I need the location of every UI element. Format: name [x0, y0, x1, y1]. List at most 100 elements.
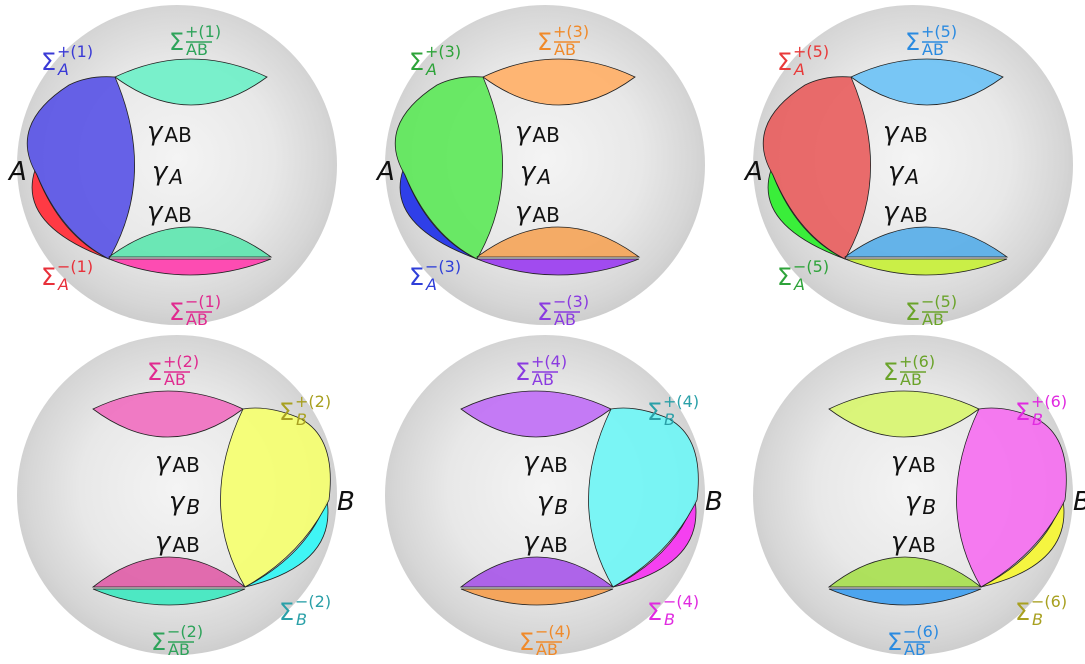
sigma-bottom-sup: −(2) — [167, 622, 203, 641]
sigma-top-sub: AB — [164, 370, 186, 389]
panel-2: γ ABγ ABγ AAΣ +(3)ABΣ −(3)ABΣ +(3)AΣ −(3)A — [375, 5, 705, 329]
sigma-region-bottom-sub: A — [425, 275, 437, 294]
bottom-lens — [827, 556, 983, 588]
sigma-region-bottom-letter: Σ — [1015, 598, 1030, 626]
sigma-top-sub: AB — [900, 370, 922, 389]
sigma-bottom-letter: Σ — [537, 298, 552, 326]
bottom-lens — [843, 226, 1009, 258]
sigma-region-top-letter: Σ — [409, 48, 424, 76]
mid-label-top: γ AB — [883, 117, 928, 147]
sigma-region-top: Σ — [777, 48, 792, 76]
sigma-bottom: Σ — [905, 298, 920, 326]
sigma-top: Σ — [169, 28, 184, 56]
mid-label-bottom: γ AB — [147, 197, 192, 227]
region-letter: B — [337, 487, 355, 517]
sigma-bottom-letter: Σ — [151, 628, 166, 656]
mid-label-top-sub: AB — [900, 123, 927, 147]
sigma-bottom: Σ — [169, 298, 184, 326]
sigma-region-bottom: Σ — [41, 263, 56, 291]
sigma-top: Σ — [147, 358, 162, 386]
sigma-region-top-sup: +(2) — [295, 392, 331, 411]
mid-label-top-gamma: γ — [155, 447, 172, 477]
mid-label-top-gamma: γ — [515, 117, 532, 147]
sigma-top-letter: Σ — [905, 28, 920, 56]
top-lens — [828, 390, 980, 438]
mid-label-bottom-sub: AB — [908, 533, 935, 557]
sigma-region-bottom-sup: −(2) — [295, 592, 331, 611]
sigma-top-sup: +(2) — [163, 352, 199, 371]
sigma-bottom-letter: Σ — [519, 628, 534, 656]
sigma-top: Σ — [537, 28, 552, 56]
sigma-region-top-sup: +(4) — [663, 392, 699, 411]
curve-label-sub: B — [922, 495, 936, 519]
sigma-region-bottom-sup: −(4) — [663, 592, 699, 611]
sigma-top-sup: +(5) — [921, 22, 957, 41]
bottom-sliver — [844, 258, 1008, 276]
region-letter: A — [7, 157, 27, 187]
sigma-region-top-letter: Σ — [777, 48, 792, 76]
mid-label-bottom: γ AB — [515, 197, 560, 227]
sigma-top: Σ — [515, 358, 530, 386]
mid-label-bottom-sub: AB — [532, 203, 559, 227]
bottom-sliver — [460, 588, 614, 606]
curve-label-gamma: γ — [888, 157, 905, 187]
sigma-region-bottom: Σ — [647, 598, 662, 626]
mid-label-bottom-sub: AB — [900, 203, 927, 227]
mid-label-bottom-gamma: γ — [523, 527, 540, 557]
mid-label-bottom-sub: AB — [540, 533, 567, 557]
mid-label-bottom-gamma: γ — [891, 527, 908, 557]
sigma-top-sup: +(3) — [553, 22, 589, 41]
curve-label-gamma: γ — [905, 487, 922, 517]
sigma-bottom: Σ — [537, 298, 552, 326]
sigma-region-top-letter: Σ — [41, 48, 56, 76]
sigma-region-top-letter: Σ — [1015, 398, 1030, 426]
mid-label-bottom-sub: AB — [164, 203, 191, 227]
region-letter: A — [743, 157, 763, 187]
curve-label-sub: B — [554, 495, 568, 519]
sigma-region-bottom-sup: −(6) — [1031, 592, 1067, 611]
mid-label-bottom: γ AB — [155, 527, 200, 557]
region-front — [588, 407, 699, 588]
sigma-region-top-sup: +(5) — [793, 42, 829, 61]
sigma-region-bottom: Σ — [279, 598, 294, 626]
sigma-bottom-sup: −(6) — [903, 622, 939, 641]
mid-label-top-sub: AB — [908, 453, 935, 477]
sigma-top-sub: AB — [554, 40, 576, 59]
region-letter: B — [1073, 487, 1085, 517]
sigma-top-letter: Σ — [537, 28, 552, 56]
region-letter: A — [375, 157, 395, 187]
sigma-region-top-sub: B — [664, 410, 675, 429]
mid-label-top: γ AB — [515, 117, 560, 147]
sigma-region-bottom: Σ — [1015, 598, 1030, 626]
sigma-top-sup: +(4) — [531, 352, 567, 371]
sigma-top-sub: AB — [186, 40, 208, 59]
sigma-region-top-sub: B — [296, 410, 307, 429]
panel-3: γ ABγ ABγ AAΣ +(5)ABΣ −(5)ABΣ +(5)AΣ −(5)A — [743, 5, 1073, 329]
mid-label-bottom-gamma: γ — [147, 197, 164, 227]
mid-label-top-sub: AB — [540, 453, 567, 477]
curve-label-sub: B — [186, 495, 200, 519]
sigma-region-bottom-sub: A — [57, 275, 69, 294]
mid-label-top: γ AB — [523, 447, 568, 477]
mid-label-top: γ AB — [155, 447, 200, 477]
top-lens — [92, 390, 244, 438]
mid-label-top-gamma: γ — [891, 447, 908, 477]
sigma-region-bottom-sub: B — [296, 610, 307, 629]
sigma-region-top-letter: Σ — [279, 398, 294, 426]
sigma-bottom-letter: Σ — [905, 298, 920, 326]
sigma-region-bottom-letter: Σ — [279, 598, 294, 626]
sigma-bottom: Σ — [151, 628, 166, 656]
sigma-bottom-sup: −(4) — [535, 622, 571, 641]
sigma-region-top: Σ — [1015, 398, 1030, 426]
sigma-region-bottom: Σ — [777, 263, 792, 291]
bottom-sliver — [92, 588, 246, 606]
top-lens — [460, 390, 612, 438]
bottom-lens — [91, 556, 247, 588]
bottom-lens — [107, 226, 273, 258]
curve-label-gamma: γ — [169, 487, 186, 517]
top-lens — [482, 58, 636, 106]
sigma-top-sup: +(1) — [185, 22, 221, 41]
